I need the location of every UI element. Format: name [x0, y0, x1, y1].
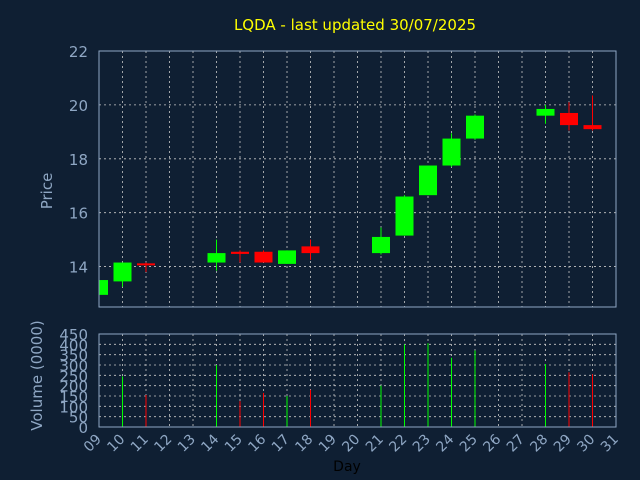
- x-tick-label: 26: [480, 431, 504, 455]
- candle-body: [254, 251, 273, 263]
- volume-axis-label: Volume (0000): [28, 320, 46, 430]
- volume-tick-label: 50: [69, 409, 88, 427]
- x-tick-label: 31: [598, 432, 622, 456]
- x-tick-label: 14: [198, 431, 222, 455]
- x-tick-label: 19: [316, 432, 340, 456]
- price-tick-label: 22: [69, 43, 88, 61]
- x-tick-label: 10: [104, 432, 128, 456]
- volume-bars: [122, 343, 593, 427]
- candle-body: [419, 165, 437, 196]
- x-tick-label: 25: [457, 432, 481, 456]
- x-tick-label: 21: [363, 432, 387, 456]
- x-axis-ticks: 09 10 11 12 13 14 15 16 17 18 19 20 21 22 23 24 25 26 27 28…: [81, 431, 622, 455]
- x-tick-label: 16: [245, 431, 269, 455]
- x-tick-label: 15: [222, 432, 246, 456]
- candle-body: [536, 108, 555, 116]
- price-y-ticks: 14 16 18 20 22: [69, 43, 88, 277]
- price-tick-label: 16: [69, 205, 88, 223]
- candle-body: [560, 112, 578, 126]
- x-tick-label: 20: [339, 432, 363, 456]
- candle-body: [372, 236, 390, 254]
- candle-body: [231, 251, 249, 254]
- candle-body: [113, 262, 132, 282]
- x-tick-label: 29: [551, 432, 575, 456]
- x-tick-label: 22: [386, 432, 410, 456]
- price-panel: 14 16 18 20 22 Price: [38, 43, 617, 308]
- candle-body: [301, 246, 320, 254]
- volume-tick-label: 200: [59, 378, 88, 396]
- x-tick-label: 18: [292, 432, 316, 456]
- price-grid: [98, 50, 617, 307]
- candle-body: [583, 125, 602, 130]
- x-tick-label: 28: [527, 432, 551, 456]
- price-tick-label: 18: [69, 151, 88, 169]
- candle-body: [442, 138, 461, 166]
- x-tick-label: 24: [433, 431, 457, 455]
- candle-body: [137, 263, 155, 266]
- price-candles: [98, 95, 602, 295]
- price-frame: [98, 50, 617, 308]
- volume-tick-label: 350: [59, 347, 88, 365]
- volume-tick-label: 300: [59, 357, 88, 375]
- price-axis-label: Price: [38, 173, 56, 210]
- x-tick-label: 30: [574, 432, 598, 456]
- price-tick-label: 20: [69, 97, 88, 115]
- chart-title: LQDA - last updated 30/07/2025: [234, 16, 476, 34]
- x-tick-label: 13: [175, 432, 199, 456]
- x-tick-label: 11: [128, 432, 152, 456]
- volume-tick-label: 150: [59, 388, 88, 406]
- x-tick-label: 17: [269, 432, 293, 456]
- candle-body: [278, 250, 296, 264]
- volume-grid: [98, 333, 617, 428]
- volume-tick-label: 100: [59, 398, 88, 416]
- x-tick-label: 27: [504, 432, 528, 456]
- candle-body: [395, 196, 414, 236]
- candle-body: [466, 115, 484, 139]
- x-axis-label: Day: [333, 459, 361, 475]
- volume-tick-label: 0: [78, 419, 88, 437]
- price-tick-label: 14: [69, 259, 88, 277]
- x-tick-label: 23: [410, 432, 434, 456]
- volume-tick-label: 450: [59, 326, 88, 344]
- candle-body: [207, 253, 226, 263]
- volume-frame: [98, 333, 617, 428]
- candle-body: [99, 280, 108, 295]
- x-tick-label: 12: [151, 432, 175, 456]
- volume-tick-label: 250: [59, 367, 88, 385]
- volume-tick-label: 400: [59, 336, 88, 354]
